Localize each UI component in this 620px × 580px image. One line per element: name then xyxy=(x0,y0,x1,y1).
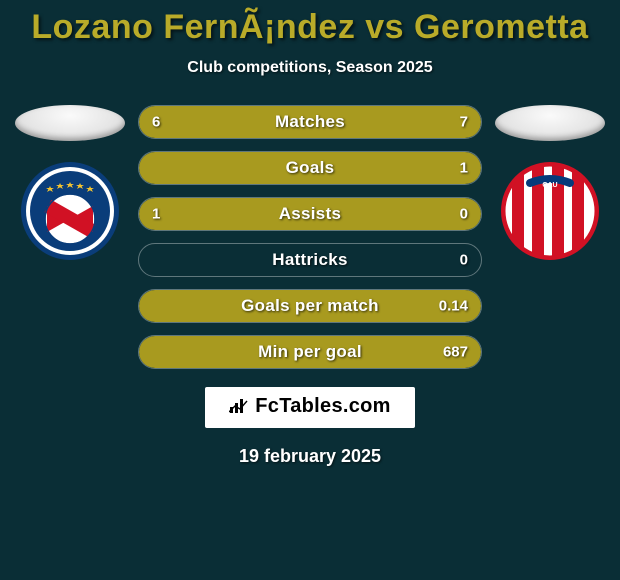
stat-row: Assists 1 0 xyxy=(138,197,482,231)
stat-row: Matches 6 7 xyxy=(138,105,482,139)
stats-panel: Matches 6 7 Goals 1 Assists 1 0 Hattricks 0 Goals … xyxy=(130,105,490,369)
comparison-main: Matches 6 7 Goals 1 Assists 1 0 Hattricks 0 Goals … xyxy=(0,105,620,369)
stat-value-right: 7 xyxy=(460,114,468,131)
player-left-crest xyxy=(20,161,120,261)
attribution-text: FcTables.com xyxy=(255,395,391,417)
stat-value-left: 6 xyxy=(152,114,160,131)
stat-label: Goals xyxy=(286,158,335,178)
stat-row: Min per goal 687 xyxy=(138,335,482,369)
stat-label: Assists xyxy=(279,204,342,224)
bars-icon xyxy=(229,397,249,420)
stat-value-right: 0.14 xyxy=(439,298,468,315)
stat-value-left: 1 xyxy=(152,206,160,223)
stat-label: Goals per match xyxy=(241,296,379,316)
svg-text:CAU: CAU xyxy=(542,182,557,189)
stat-value-right: 0 xyxy=(460,206,468,223)
footer: FcTables.com 19 february 2025 xyxy=(0,387,620,467)
header: Lozano FernÃ¡ndez vs Gerometta Club comp… xyxy=(0,0,620,77)
player-left-side xyxy=(10,105,130,261)
stat-value-right: 0 xyxy=(460,252,468,269)
player-right-side: CAU xyxy=(490,105,610,261)
date-text: 19 february 2025 xyxy=(0,446,620,467)
stat-value-right: 1 xyxy=(460,160,468,177)
stat-label: Matches xyxy=(275,112,345,132)
stat-label: Hattricks xyxy=(272,250,347,270)
player-left-silhouette xyxy=(15,105,125,141)
stat-row: Goals 1 xyxy=(138,151,482,185)
stat-row: Goals per match 0.14 xyxy=(138,289,482,323)
subtitle: Club competitions, Season 2025 xyxy=(0,59,620,77)
stat-value-right: 687 xyxy=(443,344,468,361)
stat-row: Hattricks 0 xyxy=(138,243,482,277)
attribution-badge: FcTables.com xyxy=(205,387,415,428)
player-right-silhouette xyxy=(495,105,605,141)
player-right-crest: CAU xyxy=(500,161,600,261)
page-title: Lozano FernÃ¡ndez vs Gerometta xyxy=(0,8,620,47)
stat-label: Min per goal xyxy=(258,342,362,362)
stat-fill-left xyxy=(139,106,296,138)
